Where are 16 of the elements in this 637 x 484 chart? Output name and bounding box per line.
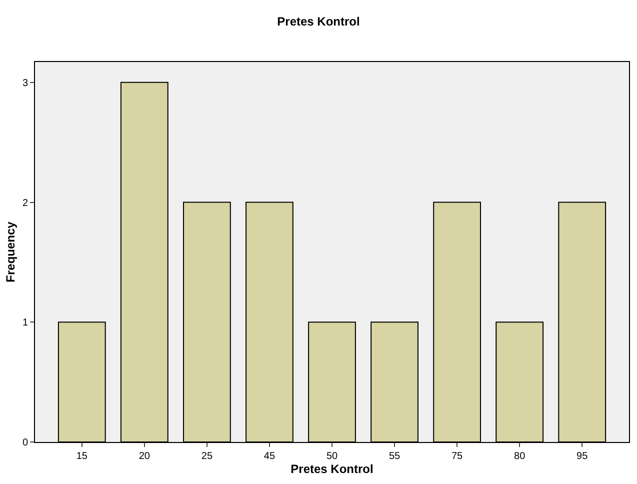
x-tick-label: 80 (514, 451, 526, 462)
x-tick-label: 95 (576, 451, 588, 462)
x-tick-label: 15 (76, 451, 88, 462)
x-tick-label: 55 (388, 451, 401, 462)
x-tick-label: 25 (201, 451, 213, 462)
y-axis-title: Frequency (4, 221, 18, 282)
chart-title: Pretes Kontrol (277, 14, 360, 28)
y-tick-label: 0 (22, 438, 28, 448)
y-tick-label: 1 (22, 318, 28, 329)
y-tick-label: 2 (22, 198, 28, 209)
x-tick-label: 75 (451, 451, 464, 462)
x-tick-label: 50 (326, 451, 338, 462)
x-tick-label: 20 (138, 451, 150, 462)
x-axis-title: Pretes Kontrol (290, 462, 374, 476)
x-tick-label: 45 (264, 451, 276, 462)
y-tick-label: 3 (22, 78, 28, 89)
